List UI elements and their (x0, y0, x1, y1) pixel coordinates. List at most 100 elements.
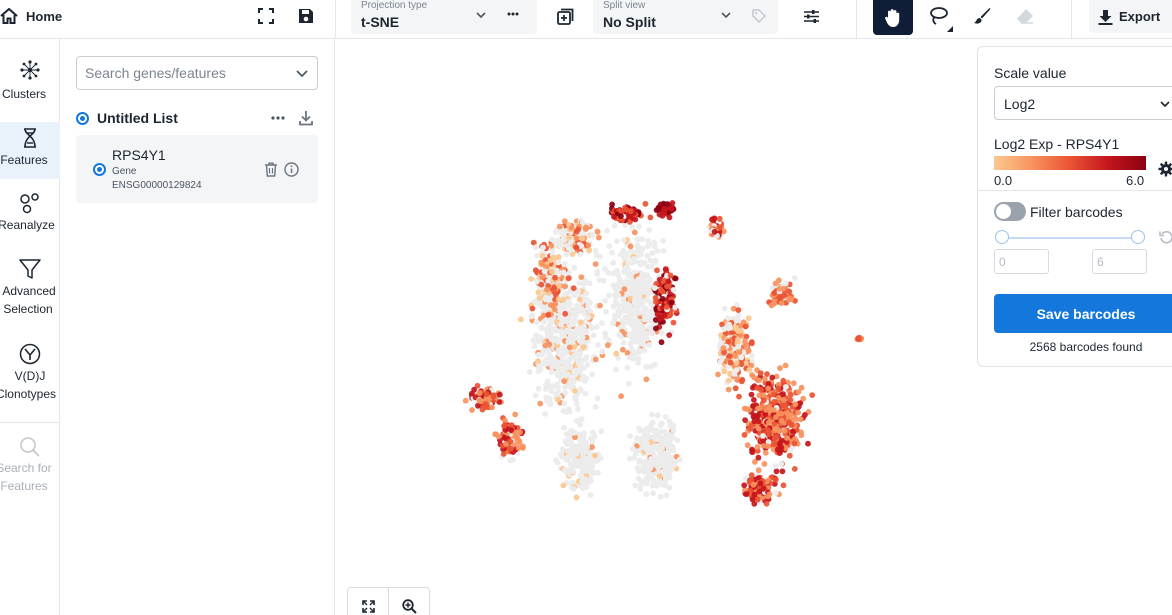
cell-point (627, 295, 634, 302)
cell-point (636, 425, 642, 432)
cell-point (798, 432, 805, 439)
add-projection-button[interactable] (555, 6, 575, 26)
cell-point (730, 305, 737, 312)
filter-range-max-handle[interactable] (1131, 230, 1145, 244)
cell-point (548, 268, 555, 275)
zoom-in-button[interactable] (389, 588, 429, 615)
cell-point (532, 244, 539, 251)
cell-point (578, 274, 585, 280)
nav-item-advanced-selection[interactable]: Advanced Selection (0, 258, 60, 322)
cell-point (721, 228, 727, 235)
cell-point (546, 341, 553, 348)
export-button[interactable]: Export (1089, 0, 1172, 33)
reset-icon[interactable] (1159, 230, 1172, 244)
fit-to-view-button[interactable] (348, 588, 388, 615)
filter-max-input[interactable] (1092, 249, 1147, 274)
search-icon (20, 437, 40, 457)
filter-range-slider-track[interactable] (1002, 237, 1139, 239)
nav-item-reanalyze[interactable]: Reanalyze (0, 192, 60, 248)
cell-point (569, 479, 576, 486)
cell-point (566, 344, 573, 351)
split-view-dropdown[interactable]: Split view No Split (593, 0, 778, 34)
cell-point (633, 249, 639, 256)
cell-point (663, 304, 670, 310)
cell-point (626, 354, 633, 361)
cell-point (778, 438, 785, 445)
cell-point (551, 285, 558, 291)
cell-point (725, 338, 732, 345)
cell-point (503, 441, 510, 447)
cell-point (775, 394, 782, 401)
fullscreen-button[interactable] (256, 6, 276, 26)
save-barcodes-button[interactable]: Save barcodes (994, 294, 1172, 333)
nav-item-vdj-clonotypes[interactable]: V(D)J Clonotypes (0, 343, 60, 407)
eraser-tool-button[interactable] (1014, 5, 1036, 27)
filter-range-min-handle[interactable] (995, 230, 1009, 244)
brush-tool-button[interactable] (971, 5, 993, 27)
feature-radio[interactable] (93, 163, 106, 176)
home-button[interactable]: Home (0, 5, 62, 27)
cell-point (573, 494, 580, 501)
cell-point (566, 234, 573, 241)
cell-point (782, 280, 789, 287)
scale-value-select[interactable]: Log2 (994, 86, 1172, 120)
lasso-tool-button[interactable] (924, 4, 956, 34)
projection-type-dropdown[interactable]: Projection type t-SNE (351, 0, 537, 34)
cell-point (721, 349, 727, 356)
filter-min-input[interactable] (994, 249, 1049, 274)
tsne-scatter-plot[interactable] (335, 39, 977, 615)
cell-point (569, 321, 576, 328)
cell-point (779, 402, 786, 409)
cell-point (770, 441, 777, 448)
cell-point (668, 299, 675, 306)
cell-point (496, 399, 503, 405)
nav-item-clusters[interactable]: Clusters (0, 59, 60, 115)
cell-point (760, 397, 767, 404)
cell-point (765, 427, 771, 433)
cell-point (594, 270, 601, 277)
cell-point (613, 366, 619, 373)
cell-point (603, 308, 609, 315)
plot-settings-button[interactable] (801, 6, 821, 26)
more-options-icon[interactable] (507, 12, 519, 16)
cell-point (577, 386, 584, 392)
cell-point (758, 387, 764, 393)
cell-point (635, 359, 642, 366)
cell-point (565, 338, 572, 345)
cell-point (670, 319, 677, 326)
cell-point (649, 427, 655, 433)
cell-point (618, 208, 624, 215)
cell-point (583, 290, 590, 297)
tsne-plot-area[interactable] (335, 39, 977, 615)
feature-list-header: Untitled List (76, 109, 318, 127)
filter-barcodes-toggle[interactable] (994, 202, 1026, 221)
cell-point (797, 400, 804, 406)
cell-point (573, 245, 580, 251)
cell-point (643, 491, 650, 498)
save-view-button[interactable] (296, 6, 316, 26)
cell-point (762, 449, 769, 456)
cell-point (761, 461, 768, 467)
more-options-icon[interactable] (271, 116, 285, 120)
cell-point (648, 411, 655, 418)
legend-title: Log2 Exp - RPS4Y1 (994, 136, 1120, 152)
feature-card[interactable]: RPS4Y1 Gene ENSG00000129824 (76, 135, 318, 203)
chevron-down-icon[interactable] (295, 66, 309, 80)
feature-search-input[interactable] (77, 57, 287, 89)
cell-point (627, 219, 633, 225)
cell-point (652, 361, 658, 368)
trash-icon[interactable] (264, 162, 278, 177)
download-icon[interactable] (299, 110, 313, 126)
gear-icon[interactable] (1158, 161, 1172, 177)
feature-search-box[interactable] (76, 56, 318, 90)
nav-item-features[interactable]: Features (0, 122, 60, 179)
cell-point (715, 371, 721, 378)
list-radio[interactable] (76, 111, 89, 125)
cell-point (768, 302, 775, 309)
download-icon (1098, 9, 1113, 25)
cell-point (556, 282, 562, 289)
cell-point (548, 369, 555, 375)
info-icon[interactable] (284, 162, 299, 177)
cell-point (666, 448, 673, 454)
pan-tool-button[interactable] (873, 0, 913, 35)
